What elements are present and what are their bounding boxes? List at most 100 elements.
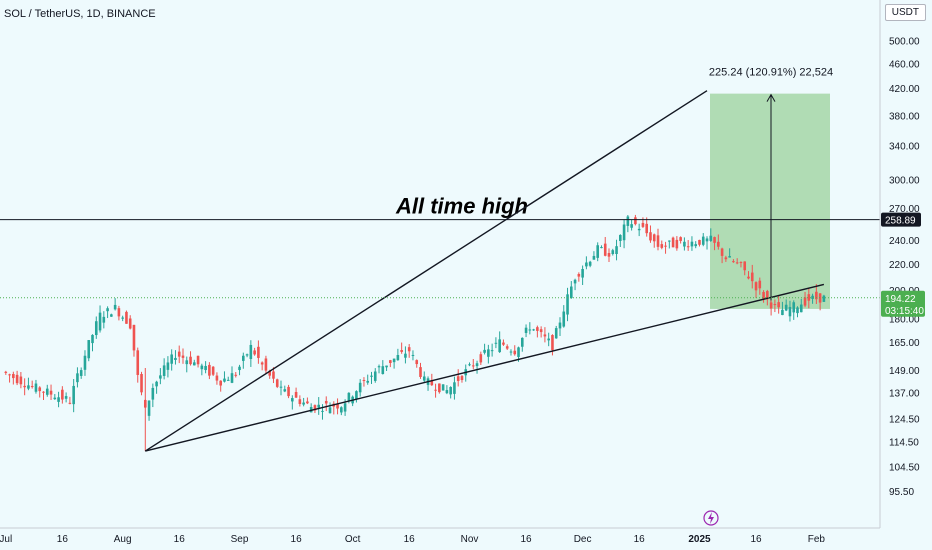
- candle-body: [64, 396, 68, 399]
- candle-body: [358, 382, 362, 393]
- currency-label[interactable]: USDT: [884, 4, 926, 21]
- candle-body: [193, 362, 196, 366]
- candle-body: [505, 346, 509, 349]
- candle-body: [298, 399, 302, 404]
- candle-body: [287, 386, 290, 397]
- candle-body: [815, 291, 818, 300]
- candle-body: [532, 329, 535, 331]
- candle-body: [411, 354, 415, 356]
- candle-body: [57, 397, 60, 402]
- candle-body: [694, 244, 698, 247]
- candle-body: [498, 339, 501, 353]
- candle-body: [453, 382, 456, 394]
- candle-body: [622, 224, 626, 241]
- candle-body: [698, 239, 701, 245]
- y-tick-label: 165.00: [889, 338, 920, 349]
- candle-body: [27, 385, 30, 389]
- candle-body: [709, 235, 713, 241]
- x-tick-label: Jul: [0, 534, 12, 545]
- candle-body: [151, 387, 155, 400]
- candle-body: [404, 353, 407, 358]
- candle-body: [38, 387, 42, 392]
- last-price-tag-label: 194.22: [885, 294, 916, 305]
- x-tick-label: 16: [634, 534, 646, 545]
- ath-price-tag-label: 258.89: [885, 216, 916, 227]
- candle-body: [634, 217, 637, 225]
- y-tick-label: 420.00: [889, 84, 920, 95]
- y-tick-label: 95.50: [889, 487, 914, 498]
- candle-body: [803, 297, 807, 306]
- candle-body: [400, 350, 403, 352]
- candle-body: [520, 337, 524, 347]
- candle-body: [468, 364, 471, 366]
- candle-body: [125, 311, 128, 324]
- candle-body: [750, 272, 754, 282]
- candle-body: [603, 243, 607, 256]
- candle-body: [181, 355, 185, 358]
- x-tick-label: Oct: [345, 534, 361, 545]
- y-tick-label: 124.50: [889, 415, 920, 426]
- candle-body: [291, 398, 294, 402]
- candle-body: [543, 334, 547, 337]
- candle-body: [573, 279, 577, 284]
- candle-body: [600, 247, 603, 249]
- candle-body: [502, 342, 505, 345]
- candle-body: [487, 349, 490, 357]
- candle-body: [607, 253, 611, 257]
- candle-body: [264, 358, 268, 371]
- candle-body: [796, 307, 799, 314]
- candle-body: [822, 295, 826, 302]
- candle-body: [581, 268, 584, 278]
- x-tick-label: 16: [750, 534, 762, 545]
- candle-body: [302, 402, 305, 405]
- candle-body: [652, 234, 656, 242]
- y-tick-label: 149.00: [889, 366, 920, 377]
- candle-body: [637, 228, 641, 231]
- candle-body: [94, 321, 98, 336]
- candle-body: [619, 235, 622, 241]
- candle-body: [174, 357, 177, 360]
- y-tick-label: 114.50: [889, 437, 919, 448]
- candle-body: [324, 400, 328, 404]
- candle-body: [577, 274, 581, 277]
- candle-body: [509, 351, 513, 353]
- candle-body: [739, 262, 743, 264]
- candle-body: [724, 257, 728, 260]
- candle-body: [340, 407, 343, 413]
- candle-body: [566, 294, 569, 315]
- candle-body: [766, 291, 769, 300]
- candle-body: [811, 295, 814, 299]
- candle-body: [668, 240, 671, 242]
- candle-body: [381, 366, 385, 375]
- y-tick-label: 180.00: [889, 314, 920, 325]
- candle-body: [185, 360, 189, 365]
- candle-body: [72, 385, 75, 405]
- candle-body: [562, 311, 566, 327]
- candle-body: [385, 365, 388, 368]
- candle-body: [8, 374, 11, 376]
- candle-body: [200, 365, 204, 370]
- candle-body: [234, 374, 238, 376]
- candle-body: [336, 403, 339, 409]
- candle-body: [110, 314, 113, 317]
- candle-body: [664, 245, 667, 247]
- candle-body: [536, 327, 539, 331]
- symbol-header: SOL / TetherUS, 1D, BINANCE: [4, 8, 156, 20]
- candle-body: [317, 404, 321, 408]
- candle-body: [223, 378, 226, 382]
- candle-body: [660, 244, 664, 248]
- y-tick-label: 380.00: [889, 111, 920, 122]
- candles-layer: [4, 214, 826, 452]
- candle-body: [313, 405, 317, 411]
- candle-body: [389, 360, 392, 364]
- last-price-tag: [881, 290, 925, 317]
- candle-body: [769, 302, 773, 309]
- candle-body: [419, 367, 422, 377]
- candle-body: [170, 354, 173, 364]
- candle-body: [471, 365, 475, 367]
- y-tick-label: 340.00: [889, 142, 920, 153]
- candle-body: [773, 304, 777, 306]
- candle-body: [355, 391, 358, 400]
